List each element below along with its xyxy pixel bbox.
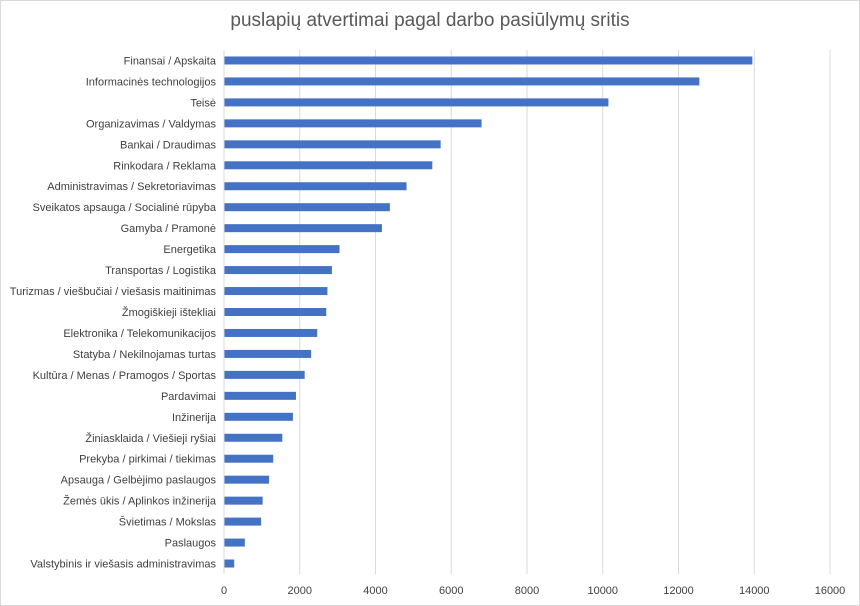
bar	[224, 412, 293, 421]
category-label: Pardavimai	[161, 391, 216, 403]
bar	[224, 140, 441, 149]
bar	[224, 328, 318, 337]
category-label: Kultūra / Menas / Pramogos / Sportas	[33, 370, 217, 382]
bar	[224, 308, 327, 316]
bar	[224, 538, 245, 547]
bar	[224, 433, 283, 442]
x-tick-label: 16000	[815, 585, 846, 597]
bar	[224, 203, 390, 212]
category-label: Gamyba / Pramonė	[121, 223, 216, 235]
category-label: Elektronika / Telekomunikacijos	[63, 328, 216, 340]
chart-title: puslapių atvertimai pagal darbo pasiūlym…	[230, 10, 630, 31]
x-tick-label: 2000	[288, 585, 312, 597]
x-tick-label: 10000	[587, 585, 618, 597]
category-label: Organizavimas / Valdymas	[86, 118, 217, 130]
bar	[224, 161, 433, 170]
bar	[224, 454, 274, 463]
category-label: Statyba / Nekilnojamas turtas	[73, 349, 217, 361]
bar	[224, 496, 263, 505]
bar	[224, 182, 407, 191]
bar	[224, 98, 609, 107]
x-tick-label: 6000	[439, 585, 463, 597]
category-label: Inžinerija	[172, 412, 217, 424]
bar	[224, 245, 340, 254]
bar	[224, 391, 296, 400]
category-label: Energetika	[163, 244, 216, 256]
category-label: Valstybinis ir viešasis administravimas	[30, 559, 216, 571]
bar	[224, 475, 270, 484]
x-tick-label: 14000	[739, 585, 770, 597]
category-label: Paslaugos	[165, 538, 217, 550]
x-tick-label: 8000	[515, 585, 539, 597]
category-label: Prekyba / pirkimai / tiekimas	[79, 454, 216, 466]
category-label: Informacinės technologijos	[86, 76, 217, 88]
category-label: Žemės ūkis / Aplinkos inžinerija	[63, 495, 217, 508]
bar	[224, 349, 312, 358]
bar	[224, 77, 700, 86]
category-label: Turizmas / viešbučiai / viešasis maitini…	[10, 286, 217, 298]
category-label: Administravimas / Sekretoriavimas	[47, 181, 216, 193]
bar	[224, 559, 235, 568]
x-tick-label: 0	[221, 585, 227, 597]
category-label: Švietimas / Mokslas	[119, 516, 217, 529]
category-label: Žiniasklaida / Viešieji ryšiai	[85, 432, 216, 445]
category-label: Bankai / Draudimas	[120, 139, 216, 151]
x-tick-label: 12000	[663, 585, 694, 597]
category-label: Transportas / Logistika	[105, 265, 217, 277]
bar	[224, 119, 482, 128]
bar	[224, 517, 262, 526]
bar	[224, 224, 382, 233]
bar	[224, 370, 305, 379]
bar	[224, 266, 332, 275]
category-label: Rinkodara / Reklama	[113, 160, 217, 172]
category-label: Sveikatos apsauga / Socialinė rūpyba	[33, 202, 217, 214]
x-tick-label: 4000	[363, 585, 387, 597]
bar	[224, 287, 328, 296]
category-label: Teisė	[190, 97, 216, 109]
bar	[224, 56, 753, 65]
category-label: Apsauga / Gelbėjimo paslaugos	[61, 475, 217, 487]
category-label: Finansai / Apskaita	[124, 55, 217, 67]
category-label: Žmogiškieji ištekliai	[122, 306, 216, 319]
